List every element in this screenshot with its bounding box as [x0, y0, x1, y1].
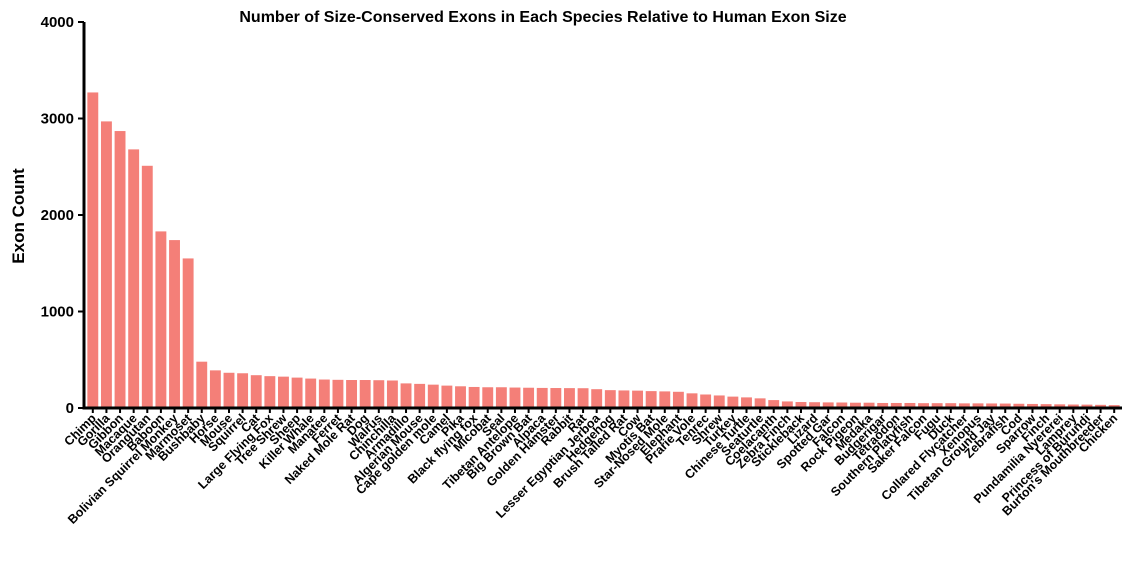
bar [1054, 404, 1066, 408]
bar [536, 387, 548, 408]
bar [1013, 403, 1025, 408]
bar [1040, 404, 1052, 408]
bar [141, 165, 153, 408]
bar [223, 372, 235, 408]
bar [713, 395, 725, 408]
bar [945, 403, 957, 408]
bar [250, 375, 262, 408]
y-axis-label: Exon Count [9, 168, 28, 264]
y-tick-label: 2000 [41, 207, 74, 224]
bar [604, 390, 616, 408]
bar [332, 379, 344, 408]
bar [291, 377, 303, 408]
bar [1067, 404, 1079, 408]
bar [1095, 404, 1107, 408]
bar [754, 398, 766, 408]
bar [550, 388, 562, 408]
bar [169, 240, 180, 408]
bar [264, 376, 276, 408]
bars [87, 92, 1120, 409]
bar [1081, 404, 1093, 408]
chart-title: Number of Size-Conserved Exons in Each S… [239, 9, 846, 26]
bar [618, 390, 630, 408]
bar [455, 386, 466, 408]
bar [427, 384, 439, 408]
bar [918, 403, 929, 408]
bar [972, 403, 984, 408]
bar [931, 403, 943, 408]
bar [768, 400, 780, 408]
bar [822, 402, 834, 408]
bar [890, 402, 902, 408]
bar [741, 397, 752, 408]
bar [700, 394, 712, 408]
bar [182, 258, 194, 408]
y-tick-label: 0 [66, 400, 74, 417]
bar [1027, 403, 1038, 408]
bar [727, 396, 739, 408]
bar [999, 403, 1011, 408]
bar [686, 393, 698, 408]
bar [414, 383, 426, 408]
bar [495, 387, 507, 408]
bar [809, 402, 821, 408]
bar [863, 402, 875, 408]
bar [564, 388, 575, 408]
y-axis: 0 1000 2000 3000 4000 [41, 14, 84, 417]
bar [577, 388, 589, 408]
bar [128, 149, 140, 408]
bar [482, 387, 494, 408]
bar [346, 380, 358, 408]
bar [958, 403, 970, 408]
y-tick-label: 3000 [41, 111, 74, 128]
bar [659, 391, 671, 408]
bar [523, 387, 535, 408]
bar [591, 389, 603, 408]
bar [795, 402, 807, 408]
bar [849, 402, 861, 408]
bar [509, 387, 521, 408]
bar [986, 403, 998, 408]
bar [278, 376, 289, 408]
bar [645, 391, 657, 408]
bar [400, 383, 412, 408]
x-axis-ticks: ChimpGorillaGibbonMacaqueOrangutanBaboon… [62, 408, 1120, 527]
y-tick-label: 4000 [41, 14, 74, 31]
bar [836, 402, 848, 408]
bar [196, 361, 208, 408]
bar [904, 402, 916, 408]
bar [155, 231, 167, 408]
bar [672, 391, 684, 408]
bar [87, 92, 99, 408]
bar [632, 390, 643, 408]
bar [877, 402, 889, 408]
bar [468, 386, 480, 408]
bar [386, 380, 398, 408]
y-tick-label: 1000 [41, 304, 74, 321]
bar [209, 370, 221, 408]
bar [781, 401, 793, 408]
bar [114, 131, 126, 409]
bar [359, 380, 371, 408]
bar [318, 379, 330, 408]
bar [441, 385, 453, 408]
bar [237, 373, 249, 408]
bar [100, 121, 112, 409]
bar [373, 380, 385, 408]
bar [305, 378, 317, 408]
